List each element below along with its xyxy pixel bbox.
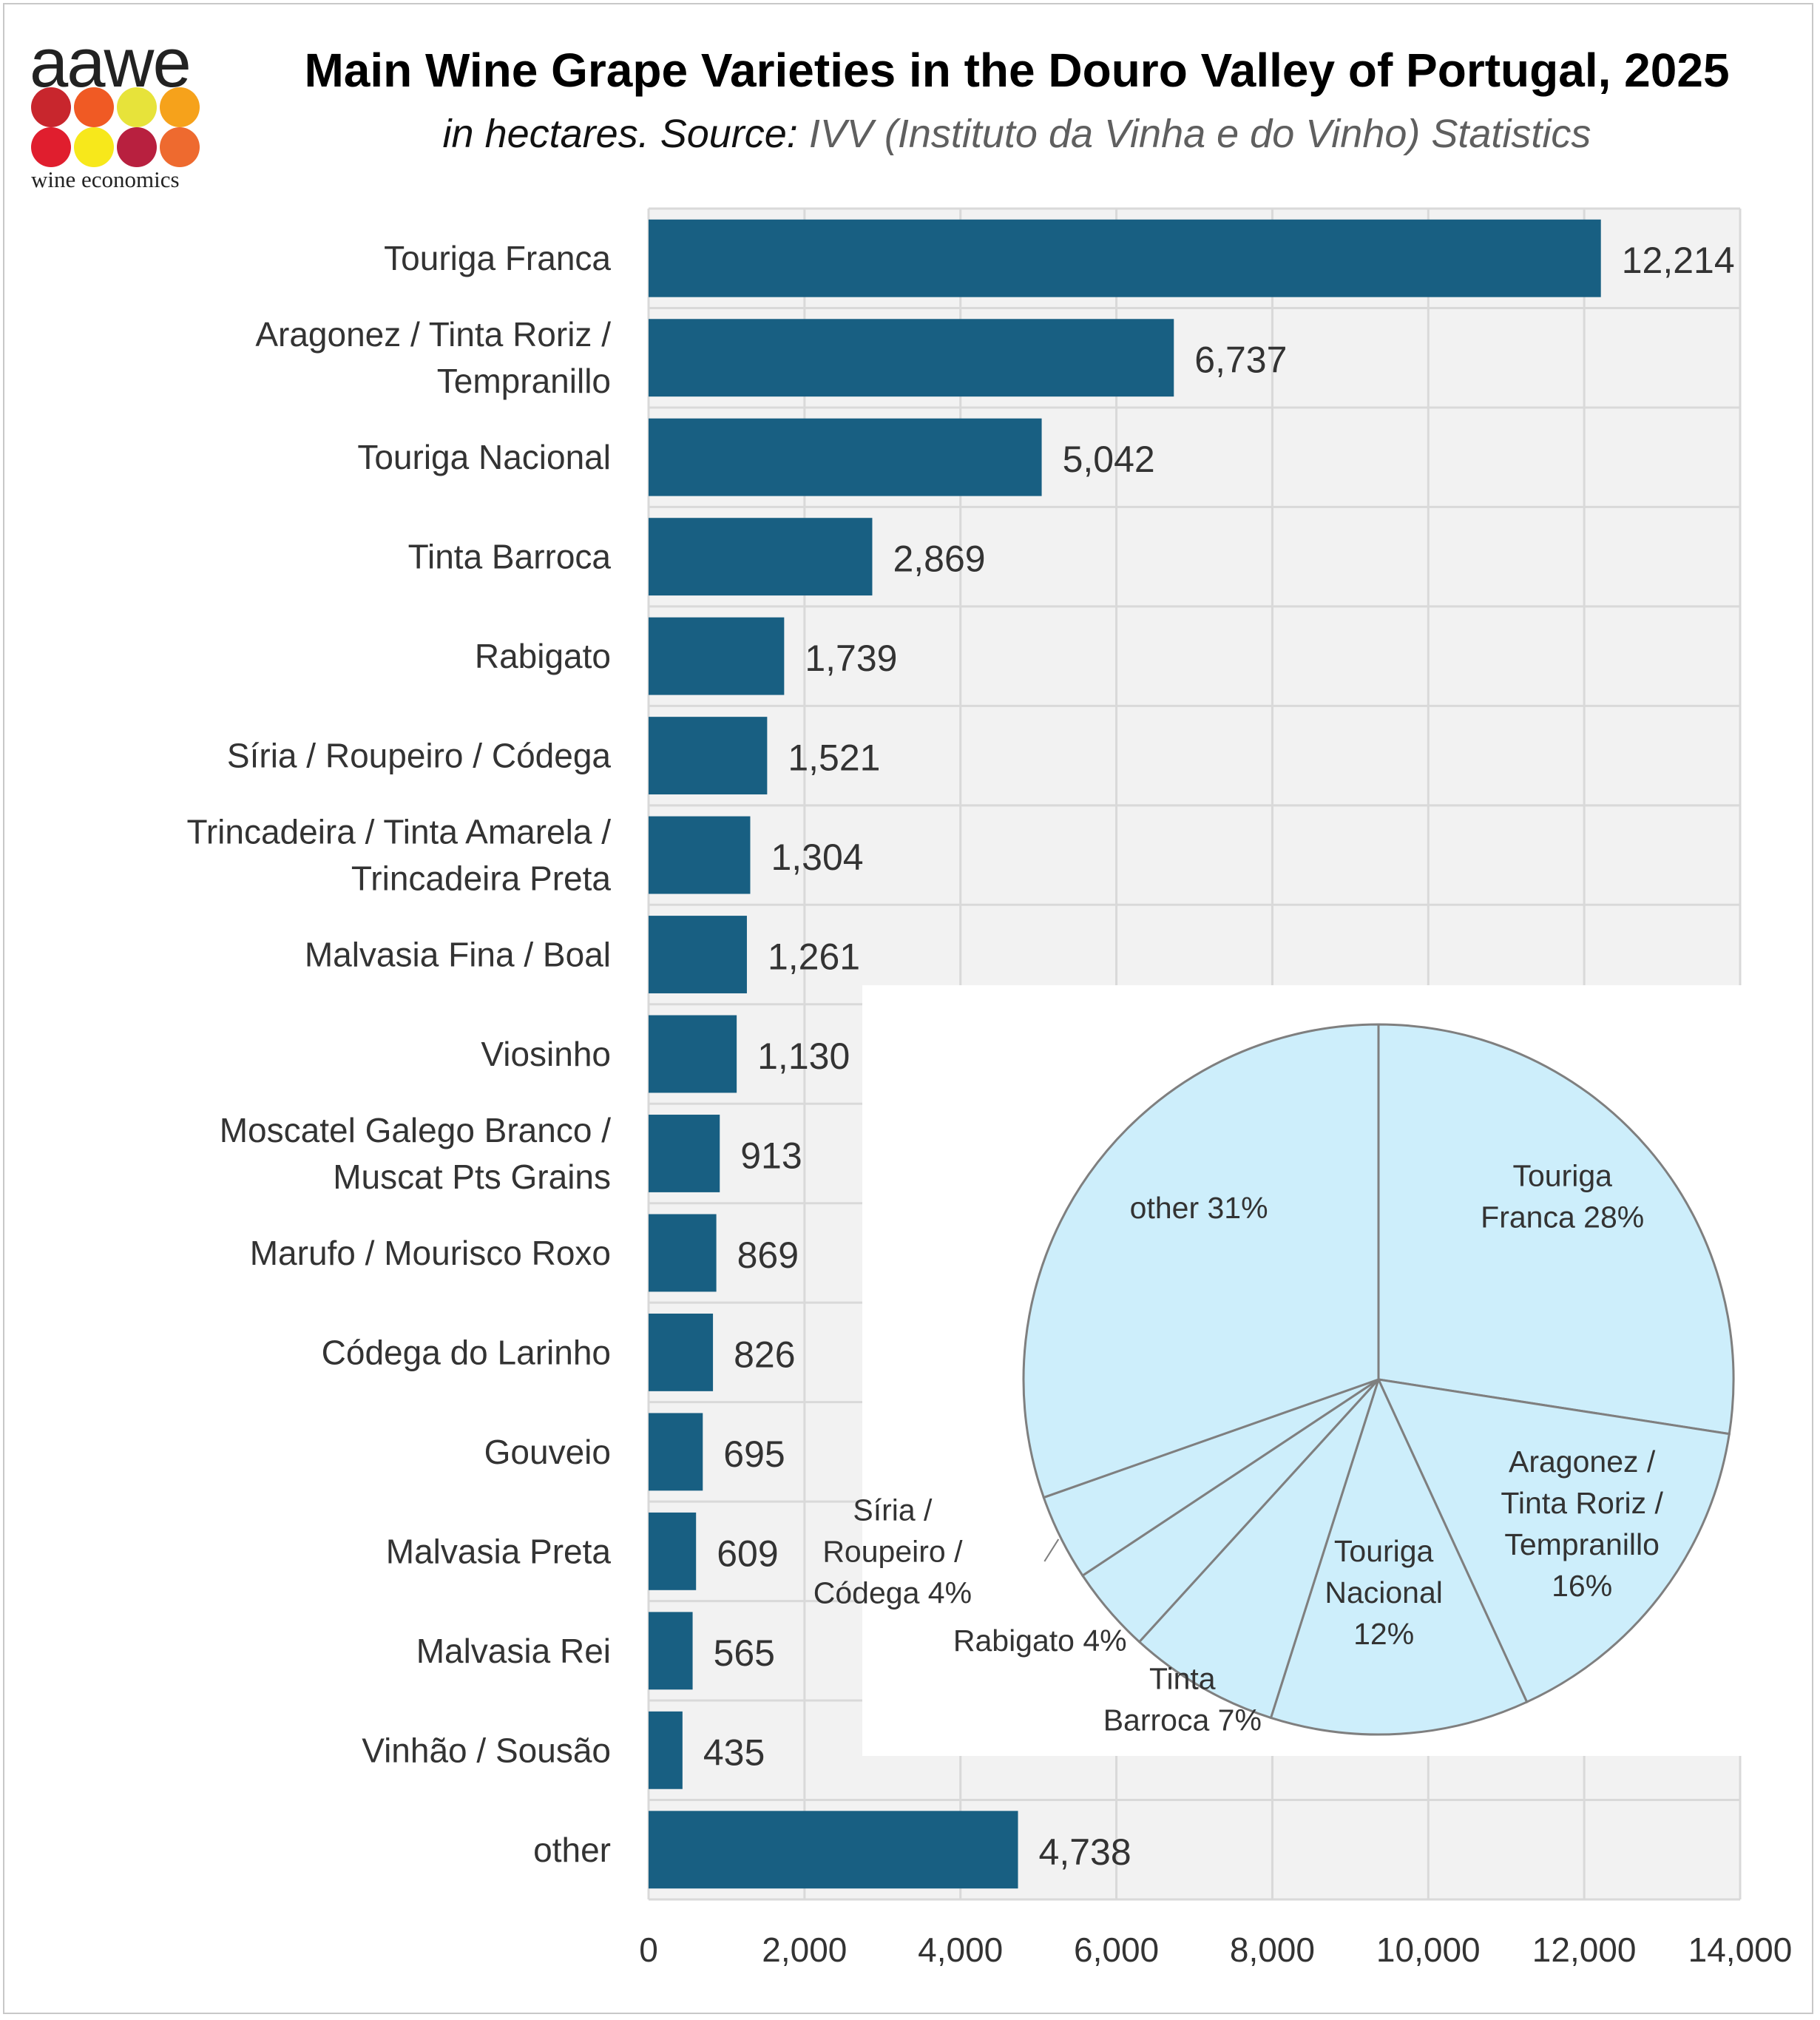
x-tick-label: 0	[639, 1931, 658, 1969]
category-label: Moscatel Galego Branco / Muscat Pts Grain…	[220, 1111, 611, 1196]
value-label: 435	[703, 1732, 765, 1773]
value-label: 826	[734, 1334, 795, 1375]
pie-slice	[1377, 1023, 1735, 1436]
logo-dot	[74, 87, 114, 127]
pie-slice	[1376, 1378, 1731, 1704]
subtitle-source: IVV (Instituto da Vinha e do Vinho) Stat…	[808, 112, 1591, 156]
category-label: Marufo / Mourisco Roxo	[250, 1234, 611, 1272]
chart-subtitle: in hectares. Source: IVV (Instituto da V…	[222, 111, 1812, 157]
value-label: 565	[714, 1632, 775, 1674]
x-tick-label: 12,000	[1532, 1931, 1637, 1969]
bar	[649, 1015, 737, 1093]
bar	[649, 717, 768, 795]
category-label: Vinhão / Sousão	[362, 1731, 611, 1769]
category-label: Touriga Franca	[384, 239, 611, 277]
category-label: Tinta Barroca	[408, 538, 612, 576]
logo-dot	[74, 127, 114, 167]
value-label: 869	[737, 1234, 799, 1276]
pie-label: Rabigato 4%	[953, 1624, 1127, 1658]
pie-slice	[1137, 1378, 1380, 1720]
value-labels: 12,214 6,737 5,042 2,869 1,739 1,521 1,304 1,26…	[703, 240, 1735, 1873]
bar	[649, 1612, 693, 1690]
category-label: Touriga Nacional	[357, 438, 611, 476]
pie-label: Tinta Barroca 7%	[1103, 1661, 1262, 1737]
subtitle-main: in hectares. Source:	[442, 112, 809, 156]
chart-title: Main Wine Grape Varieties in the Douro V…	[304, 44, 1730, 97]
bar	[649, 418, 1042, 496]
value-label: 695	[723, 1433, 785, 1475]
pie-label: Aragonez / Tinta Roriz / Tempranillo 16%	[1501, 1445, 1663, 1603]
category-label: Códega do Larinho	[322, 1333, 611, 1371]
aawe-logo: aawe wine economics	[30, 24, 209, 196]
logo-subtitle: wine economics	[31, 166, 180, 192]
logo-dot	[160, 87, 200, 127]
logo-dot	[160, 127, 200, 167]
value-label: 5,042	[1063, 439, 1155, 480]
category-label: Malvasia Preta	[386, 1532, 612, 1570]
category-label: Síria / Roupeiro / Códega	[227, 737, 611, 775]
bar	[649, 1512, 697, 1590]
pie-label: Síria / Roupeiro / Códega 4%	[813, 1493, 972, 1609]
pie-label: Touriga Franca 28%	[1481, 1159, 1644, 1234]
category-label: other	[533, 1831, 611, 1869]
value-label: 4,738	[1039, 1831, 1131, 1873]
x-tick-labels: 0 2,000 4,000 6,000 8,000 10,000 12,000 14,000	[639, 1931, 1792, 1969]
bar	[649, 816, 751, 894]
x-tick-label: 14,000	[1688, 1931, 1793, 1969]
logo-wordmark: aawe	[30, 24, 192, 101]
x-tick-label: 4,000	[918, 1931, 1003, 1969]
bar	[649, 1711, 683, 1789]
pie-label: Touriga Nacional 12%	[1325, 1534, 1443, 1651]
category-labels: Touriga Franca Aragonez / Tinta Roriz / Te…	[186, 239, 611, 1869]
bar	[649, 219, 1601, 297]
pie-leader-line	[1043, 1538, 1060, 1562]
value-label: 609	[717, 1533, 778, 1574]
value-label: 12,214	[1622, 240, 1735, 281]
pie-slice	[1269, 1376, 1529, 1736]
bars	[649, 219, 1601, 1889]
x-tick-label: 6,000	[1074, 1931, 1159, 1969]
logo-dots	[31, 87, 209, 169]
value-label: 6,737	[1194, 340, 1287, 381]
category-label: Gouveio	[484, 1433, 611, 1471]
bar	[649, 518, 873, 596]
logo-dot	[31, 87, 71, 127]
category-label: Viosinho	[481, 1035, 611, 1073]
value-label: 1,130	[757, 1036, 850, 1077]
chart-frame	[3, 3, 1813, 2014]
category-label: Rabigato	[475, 637, 611, 675]
category-label: Aragonez / Tinta Roriz / Tempranillo	[255, 315, 611, 400]
logo-dot	[117, 127, 157, 167]
bar	[649, 1313, 714, 1391]
value-label: 1,261	[768, 936, 860, 978]
value-label: 1,521	[788, 737, 880, 779]
logo-dot	[117, 87, 157, 127]
x-tick-label: 2,000	[762, 1931, 847, 1969]
pie-label: other 31%	[1130, 1191, 1268, 1225]
category-label: Malvasia Rei	[416, 1632, 611, 1670]
category-label: Trincadeira / Tinta Amarela / Trincadeira…	[186, 813, 611, 898]
bar	[649, 1413, 703, 1491]
value-label: 1,304	[771, 837, 863, 878]
bar	[649, 1811, 1018, 1889]
value-label: 2,869	[893, 538, 985, 580]
bar	[649, 617, 785, 695]
pie-slices	[1022, 1023, 1735, 1736]
x-tick-label: 8,000	[1230, 1931, 1315, 1969]
value-label: 1,739	[805, 638, 897, 679]
bar	[649, 319, 1174, 397]
bar	[649, 1115, 720, 1192]
category-label: Malvasia Fina / Boal	[305, 936, 611, 974]
logo-dot	[31, 127, 71, 167]
x-tick-label: 10,000	[1376, 1931, 1481, 1969]
pie-inset: Touriga Franca 28% Aragonez / Tinta Roriz /…	[813, 985, 1742, 1756]
pie-labels: Touriga Franca 28% Aragonez / Tinta Roriz /…	[813, 1159, 1664, 1737]
bar	[649, 1214, 717, 1292]
pie-slice	[1022, 1023, 1380, 1499]
bar	[649, 916, 747, 993]
value-label: 913	[740, 1135, 802, 1176]
